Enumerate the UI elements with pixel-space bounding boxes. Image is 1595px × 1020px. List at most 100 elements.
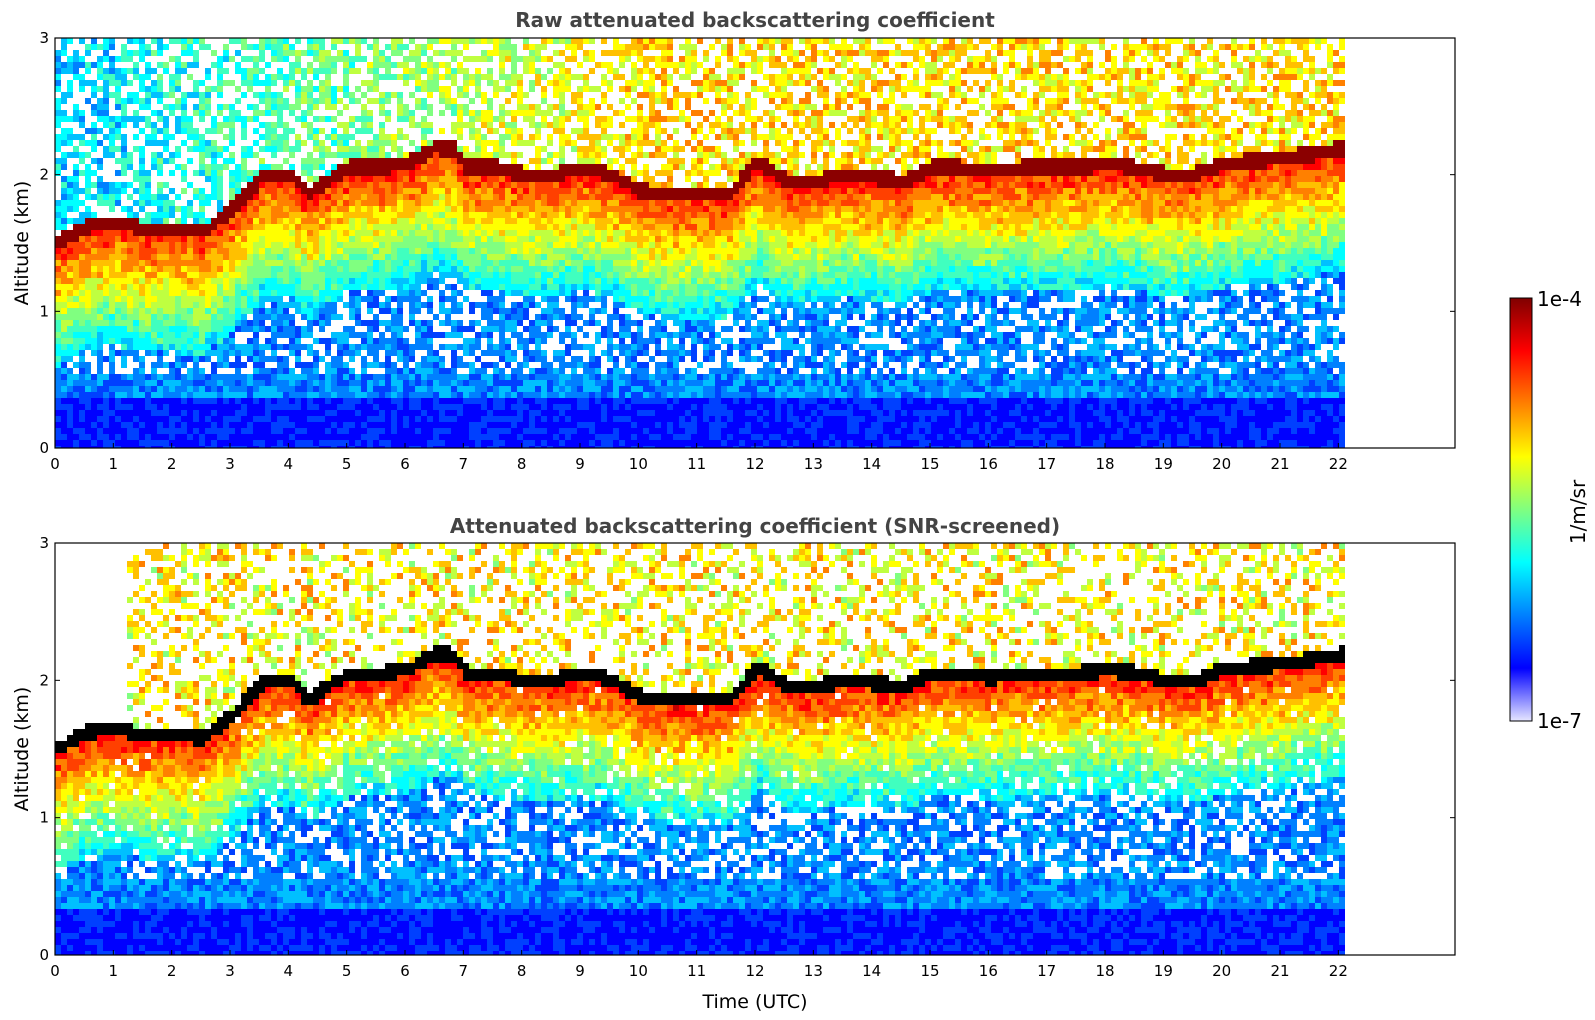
heatmap-cell xyxy=(103,290,109,296)
heatmap-cell xyxy=(175,38,181,44)
heatmap-cell xyxy=(517,224,523,230)
heatmap-cell xyxy=(475,248,481,254)
heatmap-cell xyxy=(193,62,199,68)
heatmap-cell xyxy=(313,176,319,182)
heatmap-cell xyxy=(133,212,139,218)
heatmap-cell xyxy=(307,104,313,110)
heatmap-cell xyxy=(253,188,259,194)
heatmap-cell xyxy=(199,428,205,434)
heatmap-cell xyxy=(313,230,319,236)
heatmap-cell xyxy=(271,296,277,302)
heatmap-cell xyxy=(421,182,427,188)
heatmap-cell xyxy=(103,440,109,446)
heatmap-cell xyxy=(361,242,367,248)
heatmap-cell xyxy=(463,392,469,398)
heatmap-cell xyxy=(433,380,439,386)
heatmap-cell xyxy=(493,434,499,440)
heatmap-cell xyxy=(469,230,475,236)
heatmap-cell xyxy=(289,410,295,416)
heatmap-cell xyxy=(535,368,541,374)
heatmap-cell xyxy=(253,242,259,248)
heatmap-cell xyxy=(373,374,379,380)
heatmap-cell xyxy=(343,362,349,368)
heatmap-cell xyxy=(55,356,61,362)
heatmap-cell xyxy=(565,374,571,380)
heatmap-cell xyxy=(283,302,289,308)
heatmap-cell xyxy=(91,110,97,116)
heatmap-cell xyxy=(337,236,343,242)
heatmap-cell xyxy=(169,392,175,398)
heatmap-cell xyxy=(301,434,307,440)
heatmap-cell xyxy=(541,380,547,386)
heatmap-cell xyxy=(139,440,145,446)
heatmap-cell xyxy=(523,116,529,122)
heatmap-cell xyxy=(349,290,355,296)
heatmap-cell xyxy=(451,74,457,80)
heatmap-cell xyxy=(91,158,97,164)
heatmap-cell xyxy=(487,392,493,398)
heatmap-cell xyxy=(337,206,343,212)
heatmap-cell xyxy=(181,44,187,50)
heatmap-cell xyxy=(463,410,469,416)
heatmap-cell xyxy=(289,218,295,224)
heatmap-cell xyxy=(73,428,79,434)
heatmap-cell xyxy=(445,242,451,248)
heatmap-cell xyxy=(523,446,529,448)
heatmap-cell xyxy=(193,440,199,446)
heatmap-cell xyxy=(193,224,199,230)
heatmap-cell xyxy=(313,86,319,92)
heatmap-cell xyxy=(205,428,211,434)
heatmap-cell xyxy=(421,440,427,446)
heatmap-cell xyxy=(91,236,97,242)
heatmap-cell xyxy=(571,260,577,266)
heatmap-cell xyxy=(265,410,271,416)
heatmap-cell xyxy=(577,200,583,206)
heatmap-cell xyxy=(529,170,535,176)
heatmap-cell xyxy=(241,44,247,50)
heatmap-cell xyxy=(451,68,457,74)
heatmap-cell xyxy=(103,56,109,62)
heatmap-cell xyxy=(553,296,559,302)
heatmap-cell xyxy=(457,266,463,272)
heatmap-cell xyxy=(499,422,505,428)
heatmap-cell xyxy=(121,380,127,386)
heatmap-cell xyxy=(379,104,385,110)
heatmap-cell xyxy=(325,152,331,158)
heatmap-cell xyxy=(547,434,553,440)
heatmap-cell xyxy=(379,392,385,398)
heatmap-cell xyxy=(313,440,319,446)
heatmap-cell xyxy=(397,380,403,386)
heatmap-cell xyxy=(535,80,541,86)
heatmap-cell xyxy=(373,284,379,290)
heatmap-cell xyxy=(223,44,229,50)
heatmap-cell xyxy=(199,284,205,290)
heatmap-cell xyxy=(499,74,505,80)
heatmap-cell xyxy=(553,92,559,98)
heatmap-cell xyxy=(115,104,121,110)
heatmap-cell xyxy=(229,320,235,326)
heatmap-cell xyxy=(103,380,109,386)
heatmap-cell xyxy=(109,74,115,80)
heatmap-cell xyxy=(199,194,205,200)
heatmap-cell xyxy=(199,254,205,260)
heatmap-cell xyxy=(181,50,187,56)
heatmap-cell xyxy=(571,422,577,428)
heatmap-cell xyxy=(523,284,529,290)
heatmap-cell xyxy=(175,224,181,230)
heatmap-cell xyxy=(547,236,553,242)
heatmap-cell xyxy=(145,392,151,398)
heatmap-cell xyxy=(211,224,217,230)
heatmap-cell xyxy=(511,446,517,448)
heatmap-cell xyxy=(259,248,265,254)
heatmap-cell xyxy=(331,290,337,296)
heatmap-cell xyxy=(397,356,403,362)
heatmap-cell xyxy=(187,434,193,440)
heatmap-cell xyxy=(373,170,379,176)
heatmap-cell xyxy=(523,236,529,242)
heatmap-cell xyxy=(301,188,307,194)
heatmap-cell xyxy=(145,386,151,392)
heatmap-cell xyxy=(151,236,157,242)
heatmap-cell xyxy=(559,434,565,440)
heatmap-cell xyxy=(511,248,517,254)
heatmap-cell xyxy=(415,266,421,272)
